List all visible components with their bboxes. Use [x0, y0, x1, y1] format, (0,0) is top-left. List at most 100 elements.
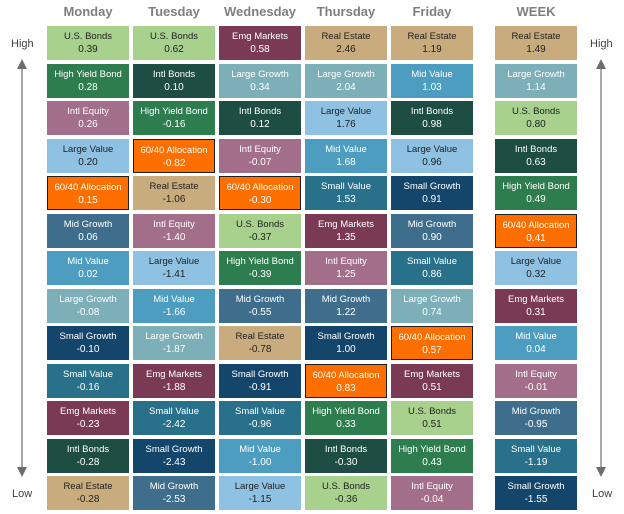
cell-asset-label: Mid Value: [411, 69, 453, 80]
column-header-tuesday: Tuesday: [148, 4, 200, 19]
cell-value: -0.04: [420, 494, 444, 505]
cell-monday-6: Mid Growth 0.06: [47, 214, 129, 248]
cell-value: -0.01: [524, 382, 548, 393]
cell-asset-label: High Yield Bond: [398, 444, 466, 455]
cell-value: 0.51: [422, 419, 442, 430]
cell-value: -0.96: [248, 419, 272, 430]
cell-monday-3: Intl Equity 0.26: [47, 101, 129, 135]
cell-value: 0.10: [164, 82, 184, 93]
cell-asset-label: Mid Value: [67, 256, 109, 267]
cell-asset-label: Real Estate: [511, 31, 561, 42]
cell-tuesday-10: Emg Markets -1.88: [133, 364, 215, 398]
cell-value: 0.96: [422, 157, 442, 168]
cell-monday-10: Small Value -0.16: [47, 364, 129, 398]
cell-asset-label: Real Estate: [235, 331, 285, 342]
cell-value: -1.19: [524, 457, 548, 468]
cell-asset-label: Emg Markets: [60, 406, 116, 417]
cell-week-2: Large Growth 1.14: [495, 64, 577, 98]
cell-asset-label: Small Growth: [231, 369, 289, 380]
cell-value: 0.39: [78, 44, 98, 55]
cell-value: 0.33: [336, 419, 356, 430]
cell-monday-12: Intl Bonds -0.28: [47, 439, 129, 473]
cell-tuesday-6: Intl Equity -1.40: [133, 214, 215, 248]
cell-asset-label: Intl Bonds: [152, 69, 196, 80]
cell-asset-label: Emg Markets: [232, 31, 288, 42]
cell-asset-label: Large Value: [62, 144, 114, 155]
cell-asset-label: Intl Bonds: [324, 444, 368, 455]
cell-friday-6: Mid Growth 0.90: [391, 214, 473, 248]
cell-asset-label: Small Value: [235, 406, 285, 417]
cell-thursday-13: U.S. Bonds -0.36: [305, 476, 387, 510]
cell-value: 0.15: [78, 195, 98, 206]
cell-value: -1.55: [524, 494, 548, 505]
cell-wednesday-12: Mid Value -1.00: [219, 439, 301, 473]
cell-asset-label: Intl Equity: [67, 106, 109, 117]
cell-value: 0.32: [526, 269, 546, 280]
cell-wednesday-13: Large Value -1.15: [219, 476, 301, 510]
cell-value: -1.87: [162, 344, 186, 355]
cell-wednesday-2: Large Growth 0.34: [219, 64, 301, 98]
cell-tuesday-13: Mid Growth -2.53: [133, 476, 215, 510]
cell-wednesday-11: Small Value -0.96: [219, 401, 301, 435]
cell-wednesday-7: High Yield Bond -0.39: [219, 251, 301, 285]
cell-thursday-2: Large Growth 2.04: [305, 64, 387, 98]
cell-wednesday-10: Small Growth -0.91: [219, 364, 301, 398]
cell-asset-label: Large Value: [234, 481, 286, 492]
cell-value: -0.91: [248, 382, 272, 393]
cell-asset-label: Real Estate: [321, 31, 371, 42]
cell-asset-label: 60/40 Allocation: [398, 332, 466, 343]
cell-week-7: Large Value 0.32: [495, 251, 577, 285]
cell-tuesday-2: Intl Bonds 0.10: [133, 64, 215, 98]
cell-asset-label: Small Value: [407, 256, 457, 267]
cell-thursday-1: Real Estate 2.46: [305, 26, 387, 60]
cell-friday-2: Mid Value 1.03: [391, 64, 473, 98]
cell-thursday-12: Intl Bonds -0.30: [305, 439, 387, 473]
cell-asset-label: Intl Equity: [325, 256, 367, 267]
cell-value: 0.06: [78, 232, 98, 243]
column-header-friday: Friday: [412, 4, 452, 19]
cell-tuesday-1: U.S. Bonds 0.62: [133, 26, 215, 60]
cell-value: 0.98: [422, 119, 442, 130]
cell-value: -0.37: [248, 232, 272, 243]
cell-value: 0.20: [78, 157, 98, 168]
cell-value: 2.04: [336, 82, 356, 93]
cell-value: 0.58: [250, 44, 270, 55]
cell-asset-label: Mid Growth: [321, 294, 371, 305]
cell-monday-7: Mid Value 0.02: [47, 251, 129, 285]
cell-asset-label: Large Growth: [403, 294, 461, 305]
cell-asset-label: Small Growth: [59, 331, 117, 342]
cell-value: 0.02: [78, 269, 98, 280]
cell-value: 0.86: [422, 269, 442, 280]
cell-value: -1.06: [162, 194, 186, 205]
cell-week-9: Mid Value 0.04: [495, 326, 577, 360]
cell-thursday-6: Emg Markets 1.35: [305, 214, 387, 248]
cell-value: -0.39: [248, 269, 272, 280]
cell-asset-label: Intl Bonds: [410, 106, 454, 117]
cell-asset-label: Mid Growth: [63, 219, 113, 230]
cell-value: -0.78: [248, 344, 272, 355]
cell-value: 0.80: [526, 119, 546, 130]
cell-value: -0.30: [248, 195, 272, 206]
cell-wednesday-9: Real Estate -0.78: [219, 326, 301, 360]
cell-asset-label: Small Value: [63, 369, 113, 380]
cell-friday-13: Intl Equity -0.04: [391, 476, 473, 510]
cell-friday-4: Large Value 0.96: [391, 139, 473, 173]
cell-asset-label: Intl Bonds: [514, 144, 558, 155]
cell-wednesday-1: Emg Markets 0.58: [219, 26, 301, 60]
high-label-right: High: [590, 38, 613, 50]
cell-asset-label: Emg Markets: [508, 294, 564, 305]
cell-asset-label: Mid Growth: [407, 219, 457, 230]
cell-asset-label: High Yield Bond: [312, 406, 380, 417]
cell-value: -0.55: [248, 307, 272, 318]
ranking-arrow-right: [596, 59, 606, 477]
cell-week-13: Small Growth -1.55: [495, 476, 577, 510]
cell-asset-label: Mid Value: [153, 294, 195, 305]
cell-asset-label: Large Value: [406, 144, 458, 155]
cell-value: -1.41: [162, 269, 186, 280]
cell-tuesday-5: Real Estate -1.06: [133, 176, 215, 210]
cell-week-1: Real Estate 1.49: [495, 26, 577, 60]
cell-asset-label: 60/40 Allocation: [312, 370, 380, 381]
cell-asset-label: Large Value: [148, 256, 200, 267]
cell-thursday-4: Mid Value 1.68: [305, 139, 387, 173]
cell-value: 1.35: [336, 232, 356, 243]
